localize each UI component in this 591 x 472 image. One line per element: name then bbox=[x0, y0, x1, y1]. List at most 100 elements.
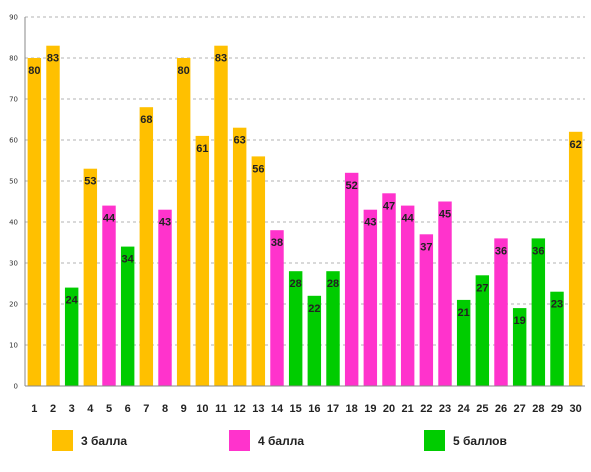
x-tick-label: 6 bbox=[125, 403, 131, 415]
x-tick-label: 17 bbox=[327, 403, 339, 415]
data-label: 80 bbox=[178, 65, 190, 77]
legend-swatch bbox=[52, 430, 73, 451]
bar bbox=[158, 209, 172, 386]
y-tick-label: 80 bbox=[9, 55, 18, 63]
bar bbox=[139, 107, 154, 386]
data-label: 53 bbox=[84, 176, 96, 188]
data-label: 43 bbox=[364, 217, 376, 229]
bar bbox=[550, 291, 564, 386]
data-label: 44 bbox=[103, 213, 116, 225]
data-label: 28 bbox=[290, 278, 302, 290]
x-tick-label: 19 bbox=[364, 403, 376, 415]
legend-swatch bbox=[229, 430, 250, 451]
bar bbox=[531, 238, 546, 386]
y-tick-label: 40 bbox=[9, 219, 18, 227]
data-label: 28 bbox=[327, 278, 339, 290]
bar bbox=[270, 230, 284, 386]
bar bbox=[475, 275, 490, 386]
x-tick-label: 3 bbox=[69, 403, 75, 415]
y-tick-label: 20 bbox=[9, 301, 18, 309]
x-tick-label: 2 bbox=[50, 403, 56, 415]
data-label: 23 bbox=[551, 299, 563, 311]
data-label: 19 bbox=[514, 315, 526, 327]
x-tick-label: 23 bbox=[439, 403, 451, 415]
data-label: 36 bbox=[495, 245, 507, 257]
data-label: 34 bbox=[122, 254, 135, 266]
x-tick-label: 10 bbox=[196, 403, 208, 415]
y-axis-ticks: 0 10 20 30 40 50 60 70 80 90 bbox=[9, 14, 18, 391]
x-tick-label: 24 bbox=[458, 403, 471, 415]
legend-label: 3 балла bbox=[81, 434, 127, 448]
data-label: 37 bbox=[420, 241, 432, 253]
x-tick-label: 9 bbox=[181, 403, 187, 415]
data-label: 61 bbox=[196, 143, 208, 155]
bar bbox=[512, 308, 527, 386]
bar bbox=[568, 131, 583, 386]
y-tick-label: 50 bbox=[9, 178, 18, 186]
data-label: 56 bbox=[252, 163, 264, 175]
bar bbox=[419, 234, 434, 386]
y-tick-label: 70 bbox=[9, 96, 18, 104]
data-label: 22 bbox=[308, 303, 320, 315]
data-label: 43 bbox=[159, 217, 171, 229]
x-tick-label: 28 bbox=[532, 403, 544, 415]
bar bbox=[120, 246, 135, 386]
bar bbox=[27, 58, 42, 386]
bar bbox=[83, 168, 98, 386]
bar bbox=[214, 45, 228, 386]
x-tick-label: 5 bbox=[106, 403, 112, 415]
data-label: 68 bbox=[140, 114, 152, 126]
bar bbox=[438, 201, 452, 386]
x-tick-label: 25 bbox=[476, 403, 488, 415]
data-label: 24 bbox=[66, 295, 79, 307]
bar bbox=[456, 299, 471, 386]
x-tick-label: 7 bbox=[143, 403, 149, 415]
x-tick-label: 20 bbox=[383, 403, 395, 415]
bar bbox=[494, 238, 508, 386]
x-tick-label: 22 bbox=[420, 403, 432, 415]
x-tick-label: 18 bbox=[346, 403, 358, 415]
x-tick-label: 21 bbox=[402, 403, 414, 415]
bar bbox=[176, 58, 191, 386]
x-tick-label: 13 bbox=[252, 403, 264, 415]
data-label: 38 bbox=[271, 237, 283, 249]
x-tick-label: 15 bbox=[290, 403, 302, 415]
x-tick-label: 11 bbox=[215, 403, 227, 415]
x-tick-label: 12 bbox=[234, 403, 246, 415]
bar bbox=[363, 209, 378, 386]
bar bbox=[232, 127, 247, 386]
x-tick-label: 26 bbox=[495, 403, 507, 415]
x-tick-label: 29 bbox=[551, 403, 563, 415]
bar bbox=[344, 172, 359, 386]
data-label: 62 bbox=[570, 139, 582, 151]
data-label: 27 bbox=[476, 282, 488, 294]
data-labels: 80 83 24 53 44 34 68 43 80 61 83 63 56 38 28 22 28 52 43 47… bbox=[28, 53, 582, 327]
y-tick-label: 60 bbox=[9, 137, 18, 145]
data-label: 21 bbox=[458, 307, 470, 319]
bars bbox=[27, 45, 583, 386]
x-tick-label: 14 bbox=[271, 403, 284, 415]
data-label: 83 bbox=[47, 53, 59, 65]
bar bbox=[102, 205, 116, 386]
bar bbox=[382, 193, 396, 386]
data-label: 52 bbox=[346, 180, 358, 192]
x-tick-label: 8 bbox=[162, 403, 168, 415]
bar bbox=[400, 205, 415, 386]
bar bbox=[195, 135, 210, 386]
legend-item: 4 балла bbox=[229, 430, 304, 451]
x-tick-label: 4 bbox=[87, 403, 94, 415]
data-label: 63 bbox=[234, 135, 246, 147]
data-label: 47 bbox=[383, 200, 395, 212]
bar bbox=[64, 287, 79, 386]
x-axis-ticks: 1 2 3 4 5 6 7 8 9 10 11 12 13 14 15 16 17 18 19 20 21 22 23 24 2… bbox=[31, 403, 582, 415]
bar bbox=[251, 156, 266, 386]
legend-label: 5 баллов bbox=[453, 434, 507, 448]
legend: 3 балла 4 балла 5 баллов bbox=[52, 430, 507, 451]
data-label: 36 bbox=[532, 245, 544, 257]
data-label: 83 bbox=[215, 53, 227, 65]
data-label: 80 bbox=[28, 65, 40, 77]
bar bbox=[46, 45, 60, 386]
legend-item: 3 балла bbox=[52, 430, 127, 451]
x-tick-label: 27 bbox=[514, 403, 526, 415]
